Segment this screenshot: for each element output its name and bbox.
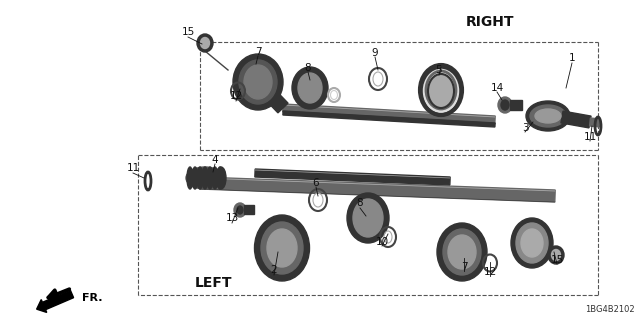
Ellipse shape xyxy=(212,167,218,189)
Text: 3: 3 xyxy=(522,123,528,133)
Ellipse shape xyxy=(187,167,193,189)
Text: 12: 12 xyxy=(229,91,243,101)
Polygon shape xyxy=(561,111,591,128)
Text: LEFT: LEFT xyxy=(195,276,232,290)
Text: 9: 9 xyxy=(372,48,378,58)
FancyArrow shape xyxy=(36,290,74,312)
Text: 1BG4B2102: 1BG4B2102 xyxy=(586,305,635,314)
Ellipse shape xyxy=(197,34,213,52)
Ellipse shape xyxy=(292,67,328,109)
Polygon shape xyxy=(253,77,288,113)
Text: 7: 7 xyxy=(461,262,467,272)
Ellipse shape xyxy=(428,74,454,108)
Ellipse shape xyxy=(498,97,512,113)
Ellipse shape xyxy=(216,167,226,189)
Ellipse shape xyxy=(521,229,543,257)
Ellipse shape xyxy=(192,167,198,189)
Text: FR.: FR. xyxy=(82,293,102,303)
Ellipse shape xyxy=(217,167,223,189)
Ellipse shape xyxy=(552,250,561,260)
Ellipse shape xyxy=(535,109,561,123)
Text: 5: 5 xyxy=(436,65,442,75)
Text: RIGHT: RIGHT xyxy=(466,15,515,29)
Text: 1: 1 xyxy=(569,53,575,63)
FancyArrowPatch shape xyxy=(48,289,69,298)
Ellipse shape xyxy=(421,67,461,115)
Ellipse shape xyxy=(347,193,389,243)
Ellipse shape xyxy=(197,167,203,189)
Ellipse shape xyxy=(261,222,303,274)
Ellipse shape xyxy=(511,218,553,268)
Text: 14: 14 xyxy=(490,83,504,93)
Text: 10: 10 xyxy=(376,237,388,247)
Ellipse shape xyxy=(237,206,243,214)
Text: 15: 15 xyxy=(181,27,195,37)
Polygon shape xyxy=(283,111,495,127)
Ellipse shape xyxy=(207,167,213,189)
Text: 6: 6 xyxy=(313,178,319,188)
Ellipse shape xyxy=(443,229,481,275)
Ellipse shape xyxy=(353,199,383,237)
Ellipse shape xyxy=(526,101,570,131)
Ellipse shape xyxy=(530,105,566,127)
Ellipse shape xyxy=(239,60,277,104)
Text: 13: 13 xyxy=(225,213,239,223)
Ellipse shape xyxy=(244,65,272,99)
Ellipse shape xyxy=(233,54,283,110)
Text: 7: 7 xyxy=(255,47,261,57)
Ellipse shape xyxy=(516,223,548,263)
Text: 11: 11 xyxy=(584,132,596,142)
Text: 11: 11 xyxy=(126,163,140,173)
Ellipse shape xyxy=(437,223,487,281)
Polygon shape xyxy=(589,118,600,127)
Ellipse shape xyxy=(186,167,224,189)
Ellipse shape xyxy=(267,229,297,267)
Ellipse shape xyxy=(202,167,208,189)
Ellipse shape xyxy=(255,215,310,281)
Ellipse shape xyxy=(298,73,322,103)
Polygon shape xyxy=(255,169,450,185)
Bar xyxy=(510,100,522,110)
Ellipse shape xyxy=(200,37,209,49)
Ellipse shape xyxy=(234,203,246,217)
Ellipse shape xyxy=(501,100,509,110)
Text: 8: 8 xyxy=(356,198,364,208)
Text: 8: 8 xyxy=(305,63,311,73)
Polygon shape xyxy=(283,104,495,124)
Text: 15: 15 xyxy=(550,255,564,265)
Ellipse shape xyxy=(548,246,564,264)
Text: 12: 12 xyxy=(483,267,497,277)
Ellipse shape xyxy=(448,235,476,269)
Bar xyxy=(244,205,254,214)
Text: 2: 2 xyxy=(271,265,277,275)
Text: 4: 4 xyxy=(212,155,218,165)
Polygon shape xyxy=(200,177,556,202)
